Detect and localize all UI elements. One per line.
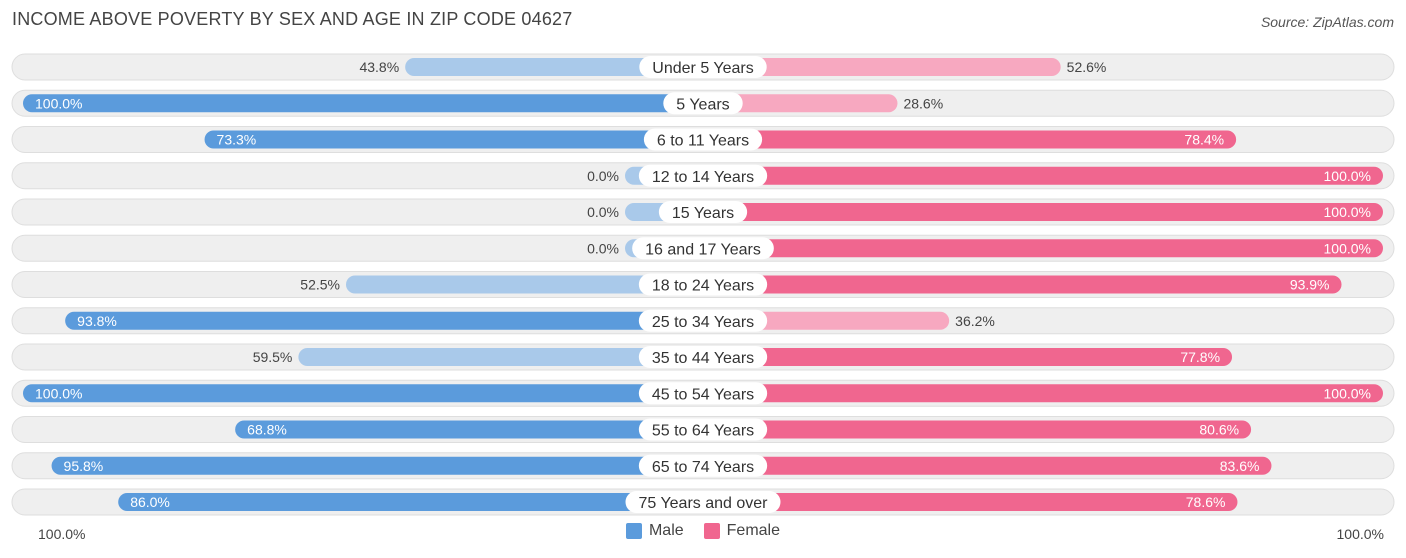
female-bar <box>703 348 1233 366</box>
female-bar <box>703 384 1383 403</box>
male-swatch <box>625 523 642 539</box>
category-pill <box>632 237 774 260</box>
category-pill <box>663 92 743 115</box>
female-value-label: 52.6% <box>1067 59 1107 75</box>
chart-row: 86.0% 78.6% 75 Years and over <box>11 488 1395 516</box>
category-pill <box>625 491 781 513</box>
chart-row: 59.5% 77.8% 35 to 44 Years <box>11 343 1395 371</box>
male-value-label: 52.5% <box>300 277 340 293</box>
male-value-label: 68.8% <box>247 422 287 438</box>
male-value-label: 95.8% <box>64 458 104 474</box>
male-bar <box>405 58 703 76</box>
chart-row: 0.0% 100.0% 15 Years <box>11 198 1395 226</box>
category-label: 16 and 17 Years <box>645 241 761 258</box>
male-value-label: 73.3% <box>217 132 257 148</box>
female-bar <box>703 203 1383 221</box>
legend: Male Female <box>0 522 1406 540</box>
male-value-label: 100.0% <box>35 385 82 401</box>
male-bar <box>298 348 703 366</box>
female-bar <box>703 420 1252 439</box>
female-value-label: 100.0% <box>1324 168 1371 184</box>
category-pill <box>638 273 768 296</box>
axis-left-label: 100.0% <box>38 526 86 542</box>
female-value-label: 80.6% <box>1199 422 1239 438</box>
female-bar <box>703 493 1238 511</box>
category-label: 15 Years <box>672 205 734 222</box>
chart-title: INCOME ABOVE POVERTY BY SEX AND AGE IN Z… <box>12 9 573 29</box>
female-value-label: 78.6% <box>1186 494 1226 510</box>
legend-item-male[interactable]: Male <box>625 522 684 540</box>
chart-row: 68.8% 80.6% 55 to 64 Years <box>11 416 1395 443</box>
category-label: 18 to 24 Years <box>652 278 754 295</box>
category-pill <box>643 128 763 151</box>
chart-row: 95.8% 83.6% 65 to 74 Years <box>11 452 1395 480</box>
category-label: 45 to 54 Years <box>652 386 754 403</box>
female-value-label: 83.6% <box>1220 458 1260 474</box>
female-bar <box>703 239 1383 258</box>
category-label: 65 to 74 Years <box>652 459 754 476</box>
category-pill <box>638 164 768 187</box>
category-pill <box>638 382 768 405</box>
female-value-label: 100.0% <box>1324 385 1371 401</box>
category-label: 12 to 14 Years <box>652 169 754 186</box>
male-value-label: 100.0% <box>35 95 82 111</box>
female-bar <box>703 130 1237 149</box>
category-label: 5 Years <box>676 96 729 113</box>
male-bar <box>65 311 703 330</box>
category-pill <box>658 201 748 223</box>
male-value-label: 43.8% <box>359 59 399 75</box>
category-label: 25 to 34 Years <box>652 314 754 331</box>
female-value-label: 77.8% <box>1180 349 1220 365</box>
male-value-label: 59.5% <box>253 349 293 365</box>
chart-row: 93.8% 36.2% 25 to 34 Years <box>11 307 1395 335</box>
chart-row: 100.0% 100.0% 45 to 54 Years <box>11 379 1395 407</box>
female-bar <box>703 456 1272 475</box>
category-label: Under 5 Years <box>652 60 753 77</box>
legend-male-label: Male <box>648 522 684 539</box>
legend-female-label: Female <box>726 522 781 539</box>
female-bar <box>703 166 1383 185</box>
category-pill <box>638 309 768 332</box>
female-value-label: 78.4% <box>1184 132 1224 148</box>
male-bar <box>346 275 703 294</box>
male-value-label: 86.0% <box>130 494 170 510</box>
male-value-label: 93.8% <box>77 313 117 329</box>
male-bar <box>118 493 703 511</box>
female-value-label: 28.6% <box>903 95 943 111</box>
male-value-label: 0.0% <box>587 240 619 256</box>
category-pill <box>638 454 768 477</box>
chart-row: 100.0% 28.6% 5 Years <box>11 89 1395 117</box>
source-label: Source: ZipAtlas.com <box>1260 14 1394 30</box>
female-bar <box>703 275 1342 294</box>
chart-row: 52.5% 93.9% 18 to 24 Years <box>11 271 1395 298</box>
female-value-label: 93.9% <box>1290 277 1330 293</box>
male-value-label: 0.0% <box>587 168 619 184</box>
female-value-label: 36.2% <box>955 313 995 329</box>
male-bar <box>23 94 703 113</box>
category-pill <box>638 418 768 441</box>
male-value-label: 0.0% <box>587 204 619 220</box>
category-label: 35 to 44 Years <box>652 350 754 367</box>
axis-right-label: 100.0% <box>1336 526 1384 542</box>
bar-chart: 43.8% 52.6% Under 5 Years 100.0% 28.6% 5 Year… <box>11 53 1395 516</box>
chart-row: 0.0% 100.0% 12 to 14 Years <box>11 162 1395 190</box>
chart-row: 43.8% 52.6% Under 5 Years <box>11 53 1395 81</box>
male-bar <box>51 456 704 475</box>
male-bar <box>204 130 703 149</box>
female-bar <box>703 58 1061 76</box>
category-label: 55 to 64 Years <box>652 423 754 440</box>
category-pill <box>639 56 767 78</box>
female-bar <box>703 94 898 113</box>
male-bar <box>235 420 703 439</box>
chart-row: 73.3% 78.4% 6 to 11 Years <box>11 126 1395 153</box>
chart-row: 0.0% 100.0% 16 and 17 Years <box>11 234 1395 262</box>
female-value-label: 100.0% <box>1324 240 1371 256</box>
category-label: 6 to 11 Years <box>657 133 749 150</box>
category-label: 75 Years and over <box>639 495 769 512</box>
male-bar <box>23 384 703 403</box>
category-pill <box>638 346 768 368</box>
female-swatch <box>703 523 720 539</box>
legend-item-female[interactable]: Female <box>703 522 781 540</box>
female-value-label: 100.0% <box>1324 204 1371 220</box>
